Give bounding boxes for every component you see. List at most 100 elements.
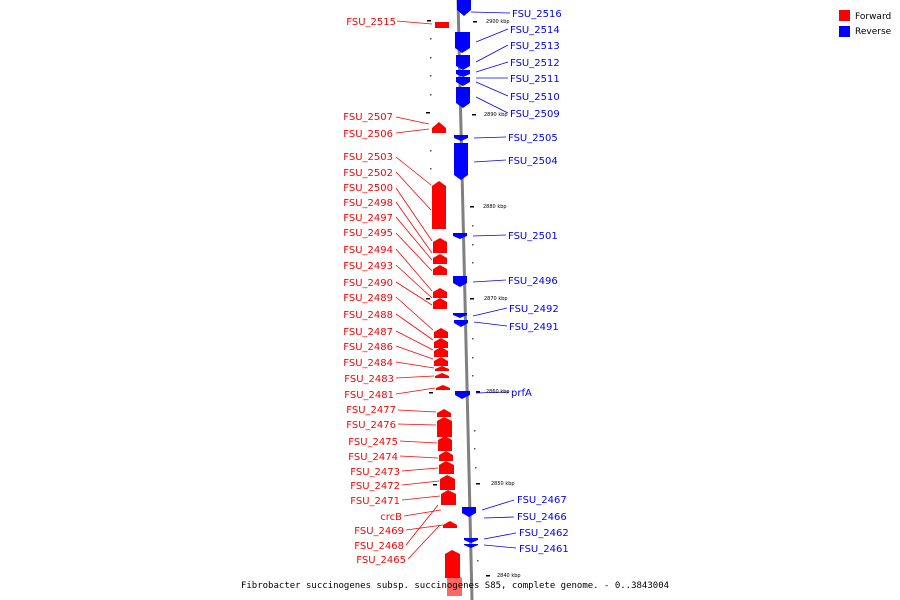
gene-block-forward: [441, 490, 456, 505]
gene-block-forward: [438, 436, 452, 451]
scale-dot: [474, 430, 476, 432]
gene-block-reverse: [457, 0, 471, 16]
scale-tick-mark: [426, 298, 430, 300]
gene-label-reverse: FSU_2510: [510, 92, 560, 103]
gene-block-forward: [432, 122, 446, 133]
scale-tick-mark: [473, 21, 477, 23]
gene-label-forward: FSU_2486: [343, 342, 393, 353]
gene-block-forward: [433, 265, 447, 275]
forward-leader: [399, 455, 439, 459]
scale-tick-mark: [427, 20, 431, 22]
gene-block-forward: [436, 385, 450, 390]
legend-swatch-reverse: [839, 26, 850, 37]
scale-dot: [430, 94, 432, 96]
reverse-leader: [472, 307, 508, 317]
gene-block-reverse: [464, 538, 478, 543]
gene-block-reverse: [455, 391, 470, 399]
scale-dot: [430, 38, 432, 40]
gene-label-reverse: FSU_2509: [510, 109, 560, 120]
gene-label-forward: FSU_2489: [343, 293, 393, 304]
map-caption: Fibrobacter succinogenes subsp. succinog…: [241, 581, 669, 591]
legend-label-forward: Forward: [855, 12, 891, 22]
gene-label-reverse: prfA: [511, 388, 532, 399]
gene-label-forward: FSU_2487: [343, 327, 393, 338]
forward-leader: [397, 423, 437, 426]
gene-label-forward: FSU_2484: [343, 358, 393, 369]
scale-tick-mark: [433, 484, 437, 486]
forward-leader: [395, 171, 432, 211]
gene-block-forward: [434, 338, 448, 348]
gene-label-forward: FSU_2472: [350, 481, 400, 492]
gene-label-forward: FSU_2475: [348, 437, 398, 448]
gene-label-forward: FSU_2490: [343, 278, 393, 289]
forward-leader: [399, 440, 438, 444]
forward-leader: [395, 313, 434, 341]
gene-label-forward: FSU_2494: [343, 245, 393, 256]
legend: Forward Reverse: [839, 10, 892, 37]
gene-block-reverse: [454, 135, 468, 141]
reverse-leader: [473, 321, 508, 327]
scale-tick-mark: [426, 112, 430, 114]
gene-block-forward: [434, 328, 448, 338]
gene-block-forward: [440, 475, 455, 490]
scale-dot: [472, 375, 474, 377]
gene-block-reverse: [456, 70, 470, 77]
gene-label-forward: FSU_2507: [343, 112, 393, 123]
gene-label-forward: FSU_2474: [348, 452, 398, 463]
reverse-leader: [470, 11, 511, 14]
forward-leader: [401, 495, 441, 501]
reverse-leader: [475, 96, 509, 114]
gene-block-forward: [435, 366, 449, 371]
forward-leader: [395, 156, 432, 186]
scale-tick-label: 2860 kbp: [486, 389, 510, 395]
forward-leader: [396, 20, 433, 25]
reverse-leader: [475, 61, 509, 73]
scale-tick-label: 2870 kbp: [484, 296, 508, 302]
gene-label-forward: FSU_2465: [356, 555, 406, 566]
forward-leader: [395, 232, 433, 272]
gene-label-reverse: FSU_2516: [512, 9, 562, 20]
gene-block-reverse: [454, 320, 468, 327]
gene-block-forward: [434, 357, 448, 366]
scale-dot: [472, 338, 474, 340]
forward-leader: [395, 128, 430, 134]
gene-block-forward: [433, 288, 447, 298]
gene-label-forward: FSU_2502: [343, 168, 393, 179]
gene-block-forward: [433, 298, 447, 309]
gene-label-forward: FSU_2498: [343, 198, 393, 209]
scale-tick-mark: [486, 575, 490, 577]
forward-leader: [395, 387, 436, 395]
gene-label-reverse: FSU_2492: [509, 304, 559, 315]
forward-leader: [395, 281, 433, 306]
scale-dot: [472, 262, 474, 264]
scale-tick-label: 2850 kbp: [491, 481, 515, 487]
gene-label-forward: FSU_2469: [354, 526, 404, 537]
forward-leader: [395, 116, 430, 125]
gene-label-forward: FSU_2481: [344, 390, 394, 401]
scale-tick-mark: [476, 391, 480, 393]
forward-leader: [405, 524, 444, 531]
legend-swatch-forward: [839, 10, 850, 21]
gene-label-reverse: FSU_2513: [510, 41, 560, 52]
reverse-leaders: [470, 11, 517, 549]
scale-tick-label: 2900 kbp: [486, 19, 510, 25]
gene-block-reverse: [455, 32, 470, 53]
forward-leader: [405, 504, 439, 546]
gene-block-reverse: [456, 87, 470, 108]
reverse-leader: [475, 28, 509, 43]
scale-tick-mark: [429, 392, 433, 394]
forward-leader: [401, 467, 439, 472]
gene-block-forward: [433, 238, 447, 253]
reverse-leader: [483, 544, 517, 549]
forward-leader: [395, 375, 435, 379]
gene-label-reverse: FSU_2467: [517, 495, 567, 506]
scale-dot: [472, 357, 474, 359]
forward-leaders: [395, 20, 444, 560]
gene-label-forward: FSU_2493: [343, 261, 393, 272]
gene-label-forward: FSU_2500: [343, 183, 393, 194]
gene-label-forward: FSU_2477: [346, 405, 396, 416]
gene-block-forward: [439, 451, 453, 461]
scale-dot: [430, 168, 432, 170]
forward-leader: [397, 409, 437, 413]
forward-leader: [395, 296, 434, 331]
